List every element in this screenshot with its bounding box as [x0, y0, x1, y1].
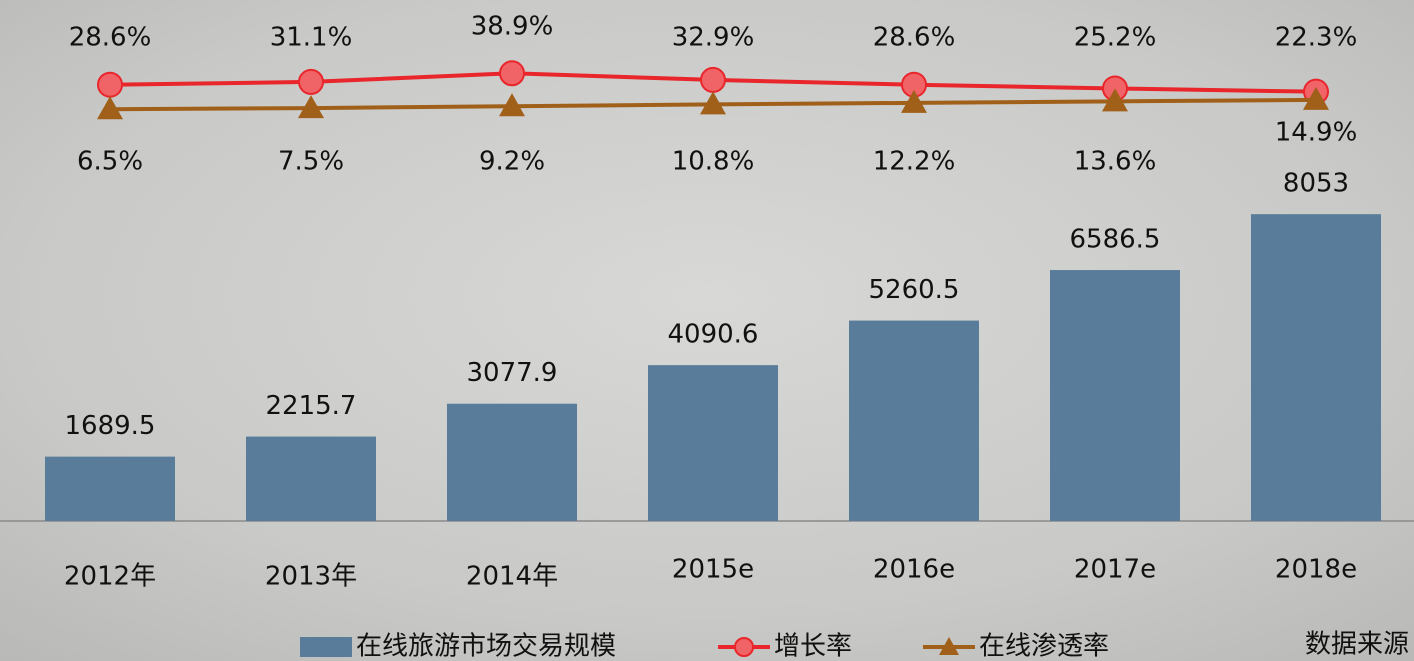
line-value-label: 9.2%	[479, 147, 545, 177]
line-value-label: 13.6%	[1074, 147, 1157, 177]
line-marker	[97, 71, 123, 98]
bar	[45, 456, 175, 521]
bar	[447, 403, 577, 521]
legend-label: 在线渗透率	[979, 632, 1109, 661]
legend-label: 增长率	[774, 632, 852, 661]
line-marker	[499, 60, 525, 87]
bar-value-label: 2215.7	[266, 391, 357, 421]
bar-value-label: 1689.5	[65, 411, 156, 441]
bar-value-label: 3077.9	[467, 358, 558, 388]
line-value-label: 14.9%	[1275, 118, 1358, 148]
bar-value-label: 5260.5	[869, 275, 960, 305]
x-tick-label: 2013年	[265, 562, 357, 592]
line-marker	[901, 89, 927, 113]
line-value-label: 28.6%	[873, 23, 956, 53]
legend-label: 在线旅游市场交易规模	[356, 632, 616, 661]
line-marker	[1102, 88, 1128, 112]
line-value-label: 10.8%	[672, 147, 755, 177]
bar-value-label: 6586.5	[1070, 225, 1161, 255]
source-note: 数据来源	[1305, 630, 1409, 660]
bar	[1251, 214, 1381, 521]
line-value-label: 7.5%	[278, 147, 344, 177]
line-value-label: 25.2%	[1074, 23, 1157, 53]
bar	[648, 365, 778, 521]
line-marker	[499, 93, 525, 117]
line-value-label: 38.9%	[471, 12, 554, 42]
bar-value-label: 4090.6	[668, 320, 759, 350]
bar-value-label: 8053	[1283, 169, 1349, 199]
x-tick-label: 2016e	[873, 555, 955, 585]
bar	[1050, 270, 1180, 521]
bar	[246, 436, 376, 521]
line-value-label: 28.6%	[69, 23, 152, 53]
line-marker	[97, 96, 123, 120]
line-value-label: 22.3%	[1275, 23, 1358, 53]
line-marker	[700, 66, 726, 93]
line-marker	[298, 95, 324, 119]
x-tick-label: 2012年	[64, 562, 156, 592]
x-tick-label: 2018e	[1275, 555, 1357, 585]
x-tick-label: 2017e	[1074, 555, 1156, 585]
line-value-label: 12.2%	[873, 147, 956, 177]
line-value-label: 6.5%	[77, 147, 143, 177]
legend-marker	[734, 637, 754, 657]
line-marker	[1303, 86, 1329, 110]
line-value-label: 31.1%	[270, 23, 353, 53]
x-tick-label: 2015e	[672, 555, 754, 585]
line-marker	[298, 68, 324, 95]
line-value-label: 32.9%	[672, 23, 755, 53]
legend-marker	[939, 637, 959, 655]
legend-swatch	[300, 637, 352, 657]
bar	[849, 320, 979, 521]
line-marker	[700, 91, 726, 115]
x-tick-label: 2014年	[466, 562, 558, 592]
